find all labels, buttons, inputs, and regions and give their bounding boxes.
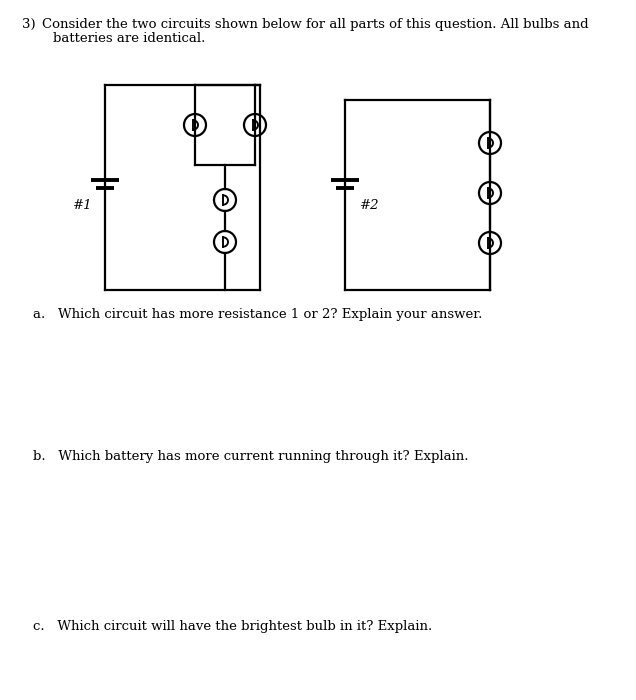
- Text: batteries are identical.: batteries are identical.: [53, 32, 205, 45]
- Text: #1: #1: [73, 199, 93, 212]
- Text: Consider the two circuits shown below for all parts of this question. All bulbs : Consider the two circuits shown below fo…: [42, 18, 589, 31]
- Text: 3): 3): [22, 18, 36, 31]
- Text: c.   Which circuit will have the brightest bulb in it? Explain.: c. Which circuit will have the brightest…: [33, 620, 432, 633]
- Text: #2: #2: [360, 199, 380, 212]
- Text: b.   Which battery has more current running through it? Explain.: b. Which battery has more current runnin…: [33, 450, 469, 463]
- Text: a.   Which circuit has more resistance 1 or 2? Explain your answer.: a. Which circuit has more resistance 1 o…: [33, 308, 482, 321]
